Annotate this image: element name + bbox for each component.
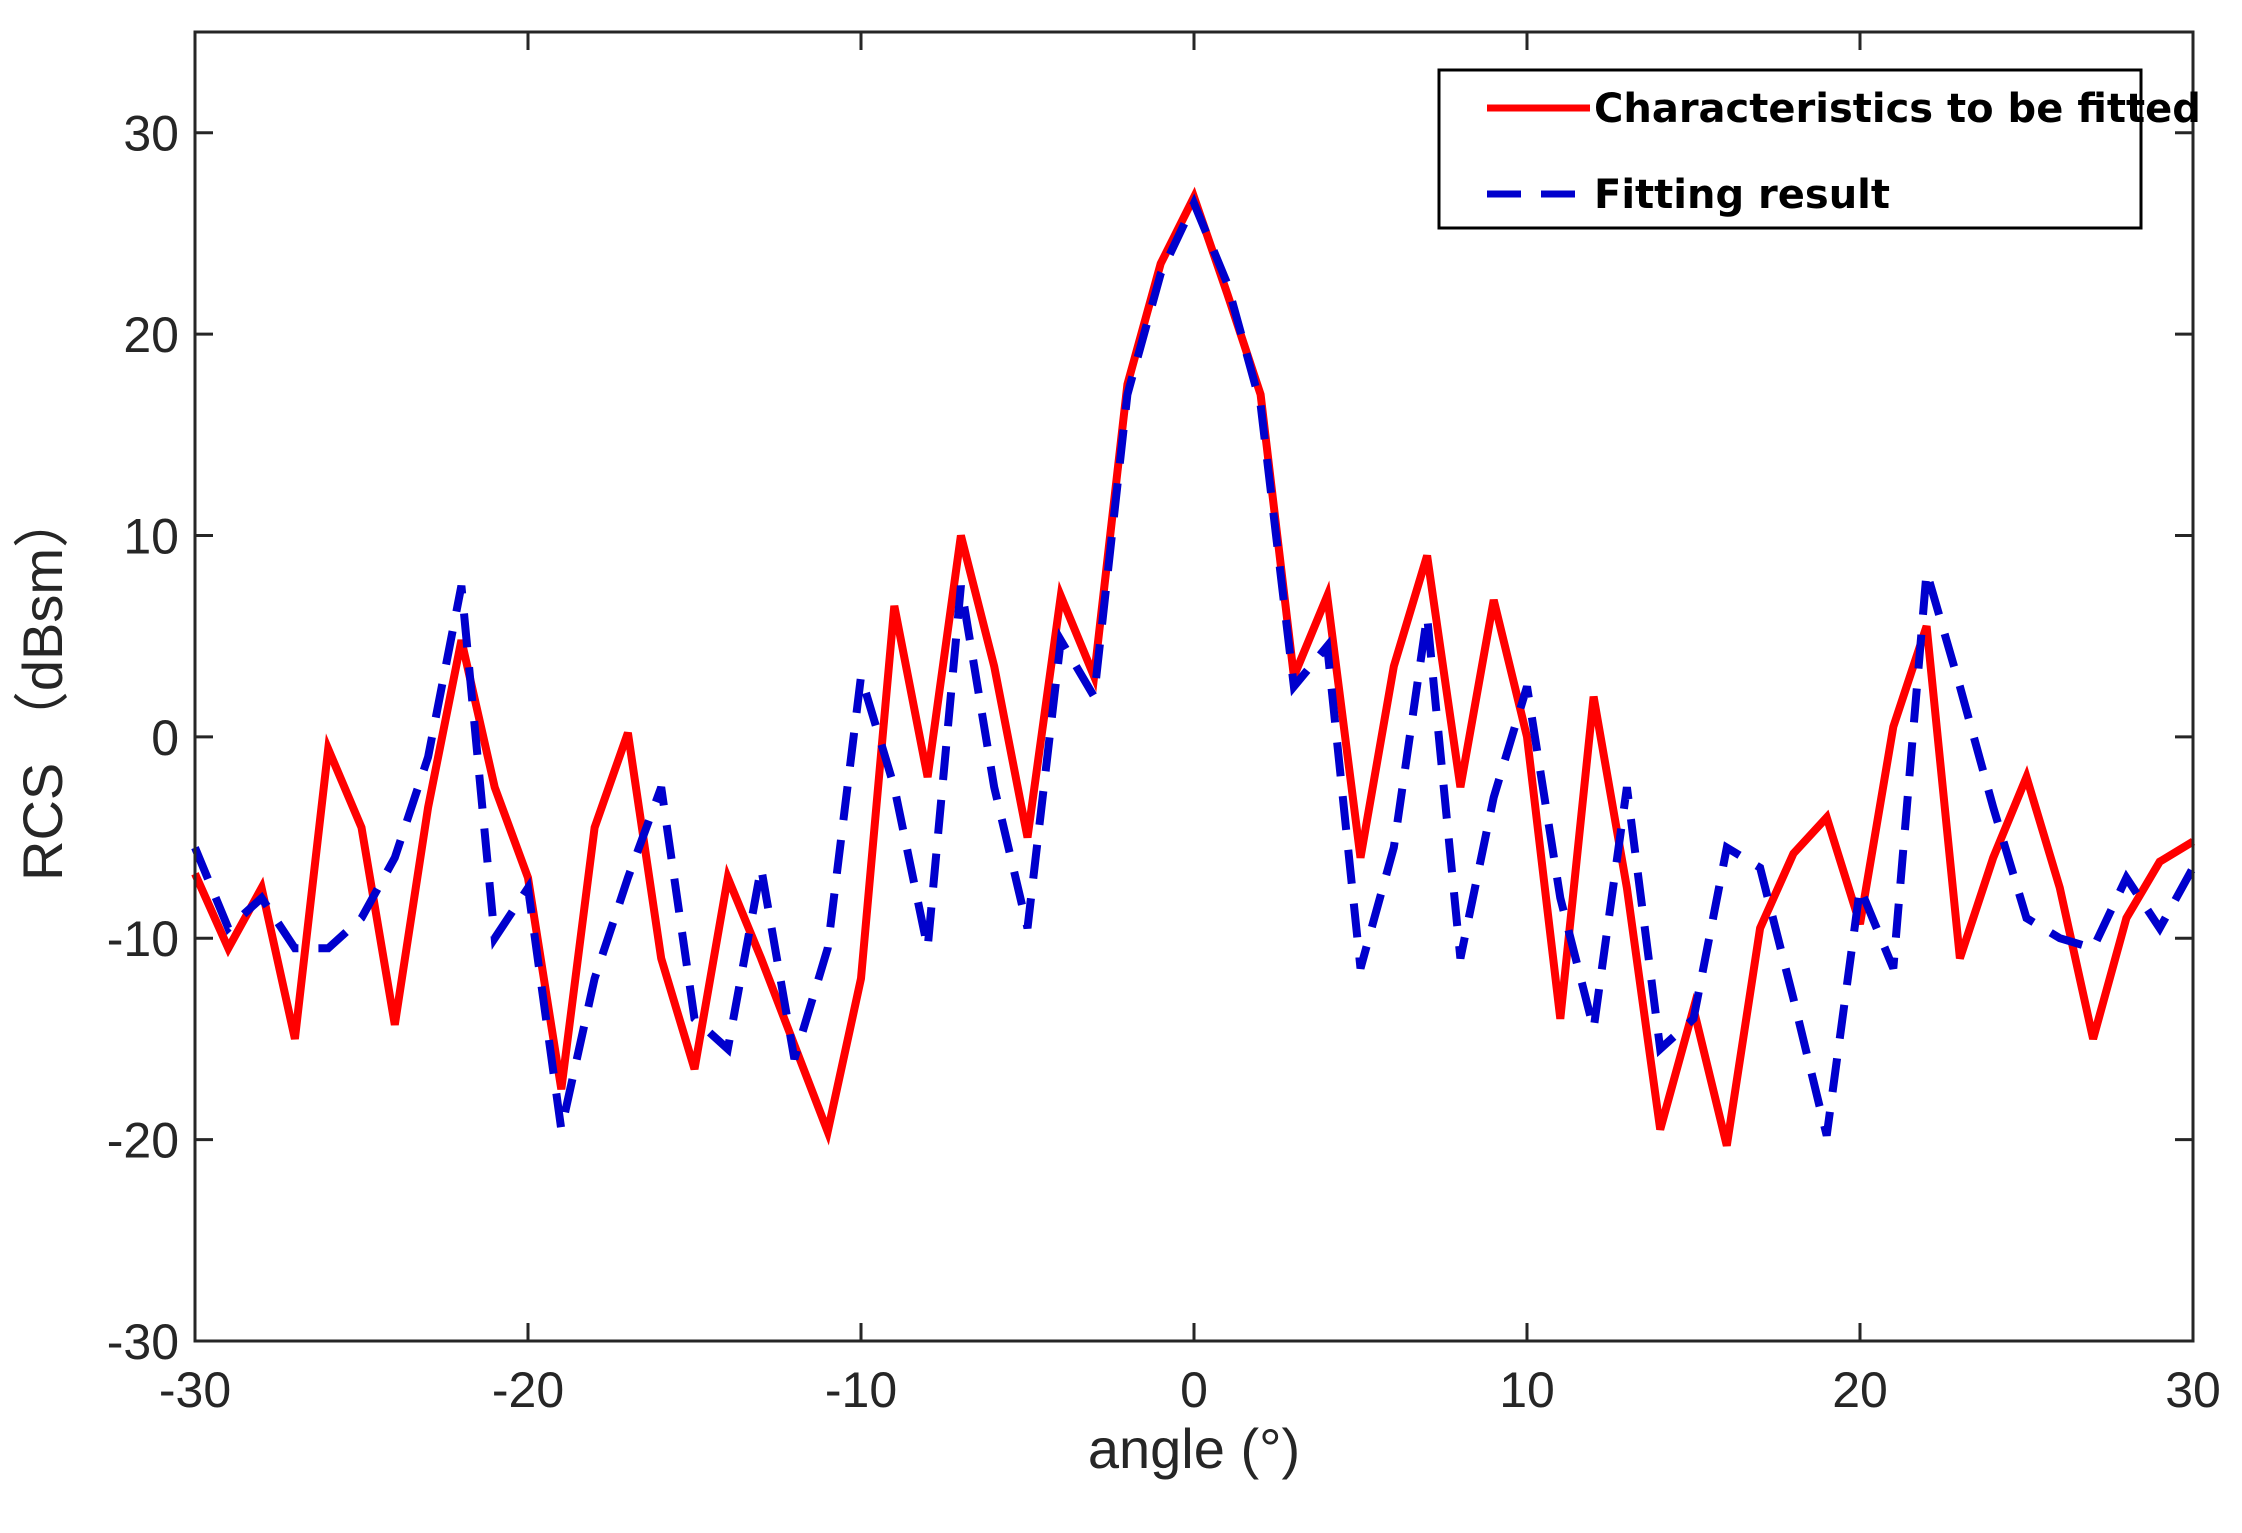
x-tick-label: 30 bbox=[2165, 1362, 2221, 1418]
x-tick-label: 0 bbox=[1180, 1362, 1208, 1418]
y-tick-label: -20 bbox=[107, 1113, 179, 1169]
legend-entry-fitted: Characteristics to be fitted bbox=[1594, 86, 2201, 132]
x-tick-label: 20 bbox=[1832, 1362, 1888, 1418]
x-tick-label: -20 bbox=[492, 1362, 564, 1418]
series-line-fitting-result bbox=[191, 193, 2197, 1137]
x-tick-label: 10 bbox=[1499, 1362, 1555, 1418]
y-tick-label: -30 bbox=[107, 1314, 179, 1370]
x-tick-label: -30 bbox=[159, 1362, 231, 1418]
y-tick-label: 30 bbox=[123, 106, 179, 162]
y-tick-label: 20 bbox=[123, 307, 179, 363]
y-tick-label: -10 bbox=[107, 911, 179, 967]
y-tick-label: 10 bbox=[123, 508, 179, 564]
legend-entry-fitting-result: Fitting result bbox=[1594, 172, 1890, 218]
y-axis-label: RCS （dBsm） bbox=[11, 492, 74, 881]
x-tick-label: -10 bbox=[825, 1362, 897, 1418]
legend-box bbox=[1437, 68, 2143, 230]
ticks-layer: -30 -20 -10 0 10 20 30 -30 -20 -10 0 10 20 30 bbox=[107, 32, 2221, 1418]
legend: Characteristics to be fitted Fitting res… bbox=[1437, 68, 2201, 230]
x-axis-label: angle (°) bbox=[1088, 1417, 1300, 1480]
y-tick-label: 0 bbox=[151, 710, 179, 766]
plot-layer bbox=[191, 186, 2197, 1147]
